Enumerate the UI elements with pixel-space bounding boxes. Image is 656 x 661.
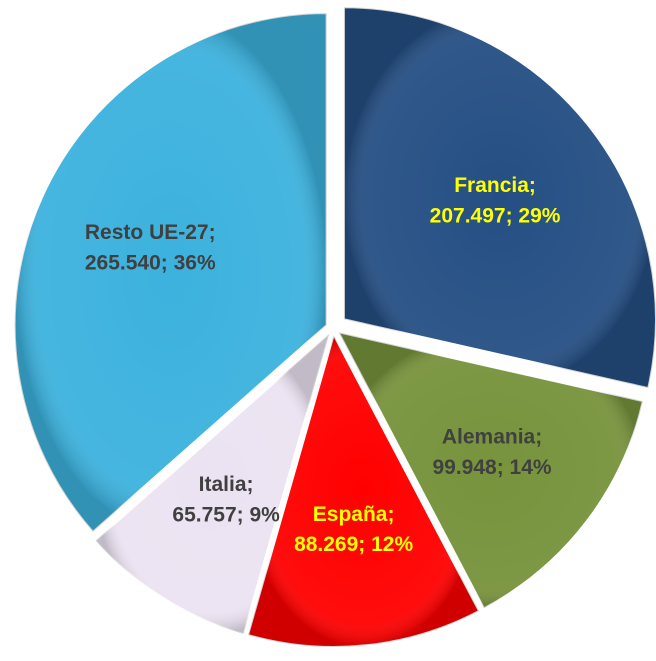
slice-shade — [343, 7, 656, 389]
label-category: Italia; — [199, 473, 254, 496]
label-value: 207.497; 29% — [430, 204, 561, 227]
slice-shade — [14, 13, 327, 532]
label-value: 265.540; 36% — [85, 251, 216, 274]
label-value: 65.757; 9% — [172, 503, 280, 526]
slice-shade — [338, 332, 643, 609]
label-category: Resto UE-27; — [85, 221, 216, 244]
label-category: Alemania; — [442, 425, 542, 448]
data-label: Francia; 207.497; 29% — [430, 173, 561, 226]
slice-shade — [247, 334, 480, 647]
label-value: 99.948; 14% — [432, 455, 551, 478]
slice-shade — [95, 333, 330, 634]
data-label: Resto UE-27; 265.540; 36% — [85, 221, 216, 274]
data-label: España; 88.269; 12% — [294, 502, 413, 555]
label-category: España; — [313, 502, 395, 525]
label-value: 88.269; 12% — [294, 533, 413, 556]
label-category: Francia; — [454, 173, 536, 196]
data-label: Italia; 65.757; 9% — [172, 473, 280, 526]
data-label: Alemania; 99.948; 14% — [432, 425, 551, 478]
